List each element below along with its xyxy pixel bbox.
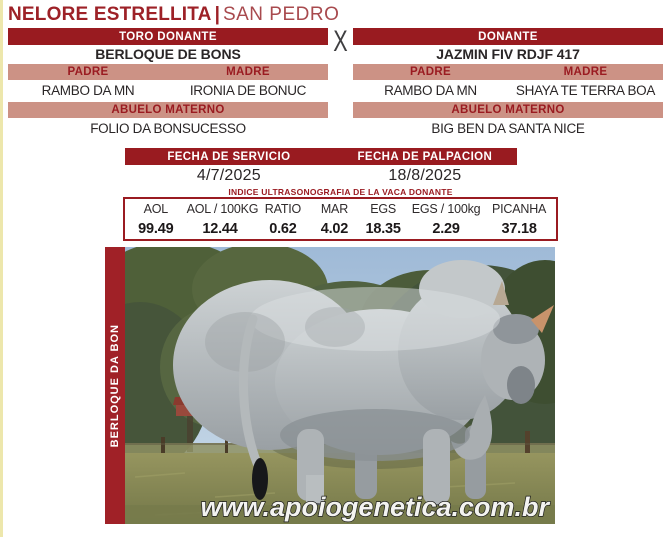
sire-abuelo-label: ABUELO MATERNO — [111, 104, 225, 116]
page-title: NELORE ESTRELLITA | SAN PEDRO — [8, 3, 339, 27]
service-dates-values: 4/7/2025 18/8/2025 — [125, 165, 517, 187]
value-picanha: 37.18 — [501, 221, 537, 237]
sire-abuelo-label-bar: ABUELO MATERNO — [8, 102, 328, 118]
donor-padre-label: PADRE — [410, 66, 451, 78]
photo-side-label: BERLOQUE DA BON — [109, 323, 121, 448]
sire-madre-value: IRONIA DE BONUC — [189, 83, 307, 98]
column-header-aol100: AOL / 100KG — [186, 202, 259, 216]
donor-parent-values: RAMBO DA MN SHAYA TE TERRA BOA — [353, 81, 663, 100]
grass-foreground — [125, 505, 555, 524]
service-dates-bar: FECHA DE SERVICIO FECHA DE PALPACION — [125, 148, 517, 165]
left-edge-accent — [0, 0, 3, 537]
photo-side-band: BERLOQUE DA BON — [105, 247, 125, 524]
watermark-url: www.apoiogenetica.com.br — [200, 492, 550, 522]
sire-name: BERLOQUE DE BONS — [95, 45, 241, 62]
bull-photo: www.apoiogenetica.com.br — [125, 247, 555, 524]
value-egs100: 2.29 — [432, 221, 460, 237]
fecha-servicio-value: 4/7/2025 — [196, 167, 261, 184]
sire-madre-label: MADRE — [226, 66, 270, 78]
donor-header-bar: DONANTE — [353, 28, 663, 45]
column-header-aol: AOL — [143, 202, 169, 216]
column-header-mar: MAR — [320, 202, 349, 216]
fecha-palpacion-label: FECHA DE PALPACION — [357, 150, 493, 163]
sire-header-bar: TORO DONANTE — [8, 28, 328, 45]
donor-abuelo-label: ABUELO MATERNO — [451, 104, 565, 116]
value-egs: 18.35 — [365, 221, 401, 237]
sire-parent-values: RAMBO DA MN IRONIA DE BONUC — [8, 81, 328, 100]
bull-photo-illustration: www.apoiogenetica.com.br — [125, 247, 555, 524]
sire-padre-label: PADRE — [67, 66, 109, 78]
value-mar: 4.02 — [320, 221, 349, 237]
ultrasound-value-row: 99.49 12.44 0.62 4.02 18.35 2.29 37.18 — [125, 219, 556, 239]
donor-parent-labels: PADRE MADRE — [353, 64, 663, 80]
donor-madre-label: MADRE — [563, 66, 608, 78]
value-aol100: 12.44 — [202, 221, 238, 237]
donor-padre-value: RAMBO DA MN — [384, 83, 477, 98]
title-divider: | — [214, 4, 220, 25]
value-ratio: 0.62 — [269, 221, 297, 237]
fecha-servicio-label: FECHA DE SERVICIO — [167, 150, 291, 163]
column-header-picanha: PICANHA — [492, 202, 547, 216]
ultrasound-caption: INDICE ULTRASONOGRAFIA DE LA VACA DONANT… — [228, 187, 453, 197]
donor-name: JAZMIN FIV RDJF 417 — [436, 45, 580, 62]
column-header-egs: EGS — [370, 202, 397, 216]
ranch-name: NELORE ESTRELLITA — [8, 4, 212, 25]
donor-madre-value: SHAYA TE TERRA BOA — [515, 83, 656, 98]
ultrasound-header-row: AOL AOL / 100KG RATIO MAR EGS EGS / 100k… — [125, 199, 556, 219]
sire-padre-value: RAMBO DA MN — [41, 83, 135, 98]
fecha-palpacion-value: 18/8/2025 — [388, 167, 462, 184]
bull-figure — [173, 260, 554, 516]
sire-abuelo-value: FOLIO DA BONSUCESSO — [90, 121, 246, 136]
donor-abuelo-value: BIG BEN DA SANTA NICE — [431, 121, 585, 136]
column-header-ratio: RATIO — [264, 202, 302, 216]
ultrasound-table: AOL AOL / 100KG RATIO MAR EGS EGS / 100k… — [123, 197, 558, 241]
column-header-egs100: EGS / 100kg — [411, 202, 481, 216]
value-aol: 99.49 — [138, 221, 174, 237]
cross-symbol: X — [333, 25, 348, 58]
ranch-location: SAN PEDRO — [222, 4, 340, 25]
donor-abuelo-label-bar: ABUELO MATERNO — [353, 102, 663, 118]
sire-parent-labels: PADRE MADRE — [8, 64, 328, 80]
